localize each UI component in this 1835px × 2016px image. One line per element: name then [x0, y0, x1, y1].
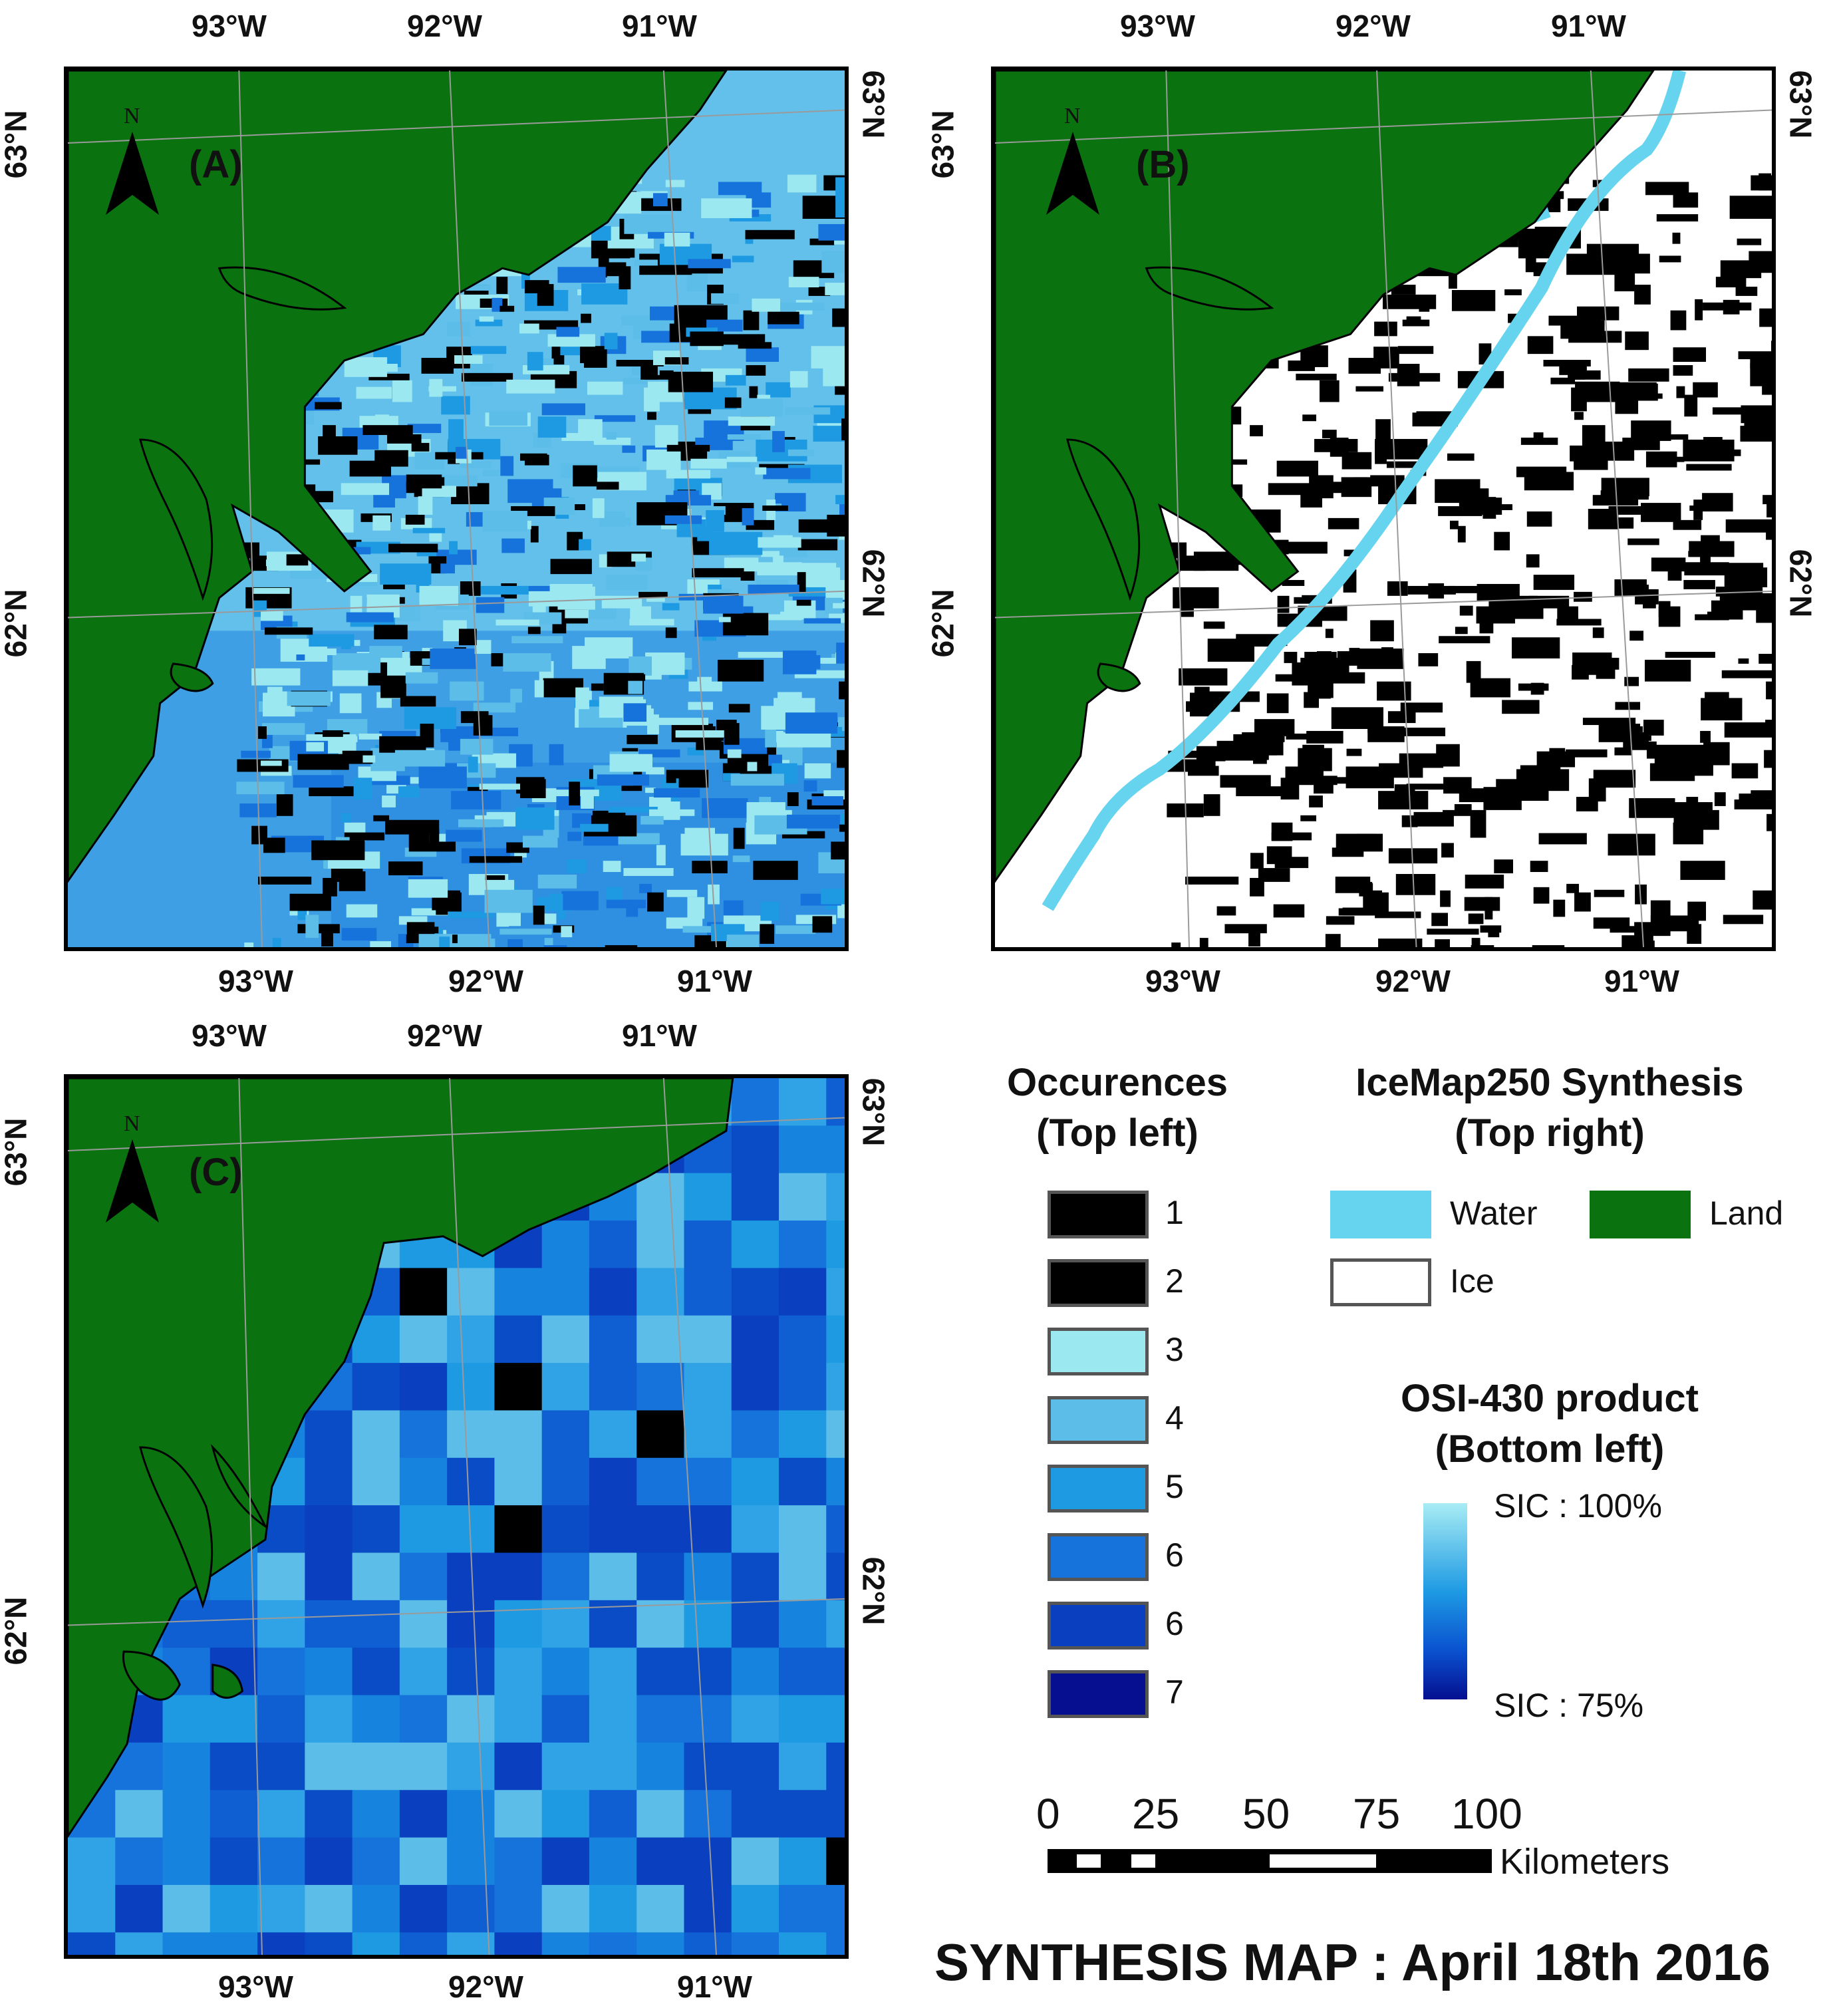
top-tick-91w: 91°W — [1551, 9, 1626, 43]
bottom-tick-93w: 93°W — [1145, 964, 1220, 998]
occurence-swatch — [1048, 1191, 1149, 1238]
legend-osi-title: OSI-430 product (Bottom left) — [1401, 1377, 1699, 1471]
top-tick-92w: 92°W — [407, 1018, 482, 1053]
right-tick-63n: 63°N — [856, 70, 891, 139]
sic-max-label: SIC : 100% — [1494, 1487, 1662, 1524]
right-tick-63n: 63°N — [856, 1078, 891, 1147]
right-tick-63n: 63°N — [1783, 70, 1818, 139]
map-a: (A) N — [64, 67, 849, 951]
scale-tick-0: 0 — [1036, 1790, 1060, 1838]
bottom-tick-91w: 91°W — [1604, 964, 1679, 998]
occurence-swatch — [1048, 1533, 1149, 1581]
occurence-label: 2 — [1165, 1262, 1184, 1300]
occurence-label: 4 — [1165, 1399, 1184, 1437]
occurence-swatch — [1048, 1602, 1149, 1650]
occurence-swatch — [1048, 1328, 1149, 1375]
map-b: (B) N — [991, 67, 1776, 951]
legend-icemap-title: IceMap250 Synthesis (Top right) — [1355, 1061, 1744, 1155]
bottom-tick-91w: 91°W — [677, 1969, 752, 2004]
water-swatch — [1330, 1191, 1431, 1238]
map-c-canvas — [68, 1078, 845, 1955]
top-tick-93w: 93°W — [192, 9, 267, 43]
scale-bar-graphic — [1048, 1849, 1492, 1873]
left-tick-63n: 63°N — [0, 110, 33, 179]
legend-occ-title: Occurences (Top left) — [1006, 1061, 1228, 1155]
water-label: Water — [1450, 1195, 1538, 1232]
left-tick-63n: 63°N — [0, 1117, 33, 1187]
occurence-swatch — [1048, 1259, 1149, 1307]
left-tick-62n: 62°N — [925, 589, 960, 658]
north-arrow-icon: N — [102, 1111, 162, 1224]
top-tick-91w: 91°W — [622, 9, 697, 43]
occurence-swatch — [1048, 1670, 1149, 1718]
occurence-label: 7 — [1165, 1673, 1184, 1711]
north-arrow-icon: N — [102, 104, 162, 217]
bottom-tick-91w: 91°W — [677, 964, 752, 998]
top-tick-92w: 92°W — [407, 9, 482, 43]
north-arrow-icon: N — [1043, 104, 1103, 217]
ice-label: Ice — [1450, 1262, 1494, 1300]
bottom-tick-93w: 93°W — [218, 1969, 293, 2004]
map-a-canvas — [68, 71, 845, 947]
ice-swatch — [1330, 1258, 1431, 1306]
occurence-swatch — [1048, 1465, 1149, 1512]
right-tick-62n: 62°N — [856, 1556, 891, 1626]
land-swatch — [1590, 1191, 1691, 1238]
sic-min-label: SIC : 75% — [1494, 1687, 1644, 1724]
left-tick-62n: 62°N — [0, 589, 33, 658]
occurence-label: 6 — [1165, 1605, 1184, 1642]
scale-unit-label: Kilometers — [1500, 1842, 1670, 1882]
bottom-tick-92w: 92°W — [1375, 964, 1451, 998]
scale-tick-25: 25 — [1132, 1790, 1180, 1838]
top-tick-92w: 92°W — [1336, 9, 1411, 43]
panel-c-label: (C) — [189, 1151, 243, 1194]
occurence-label: 6 — [1165, 1536, 1184, 1574]
left-tick-62n: 62°N — [0, 1596, 33, 1665]
top-tick-93w: 93°W — [1120, 9, 1195, 43]
land-label: Land — [1709, 1195, 1784, 1232]
bottom-tick-93w: 93°W — [218, 964, 293, 998]
left-tick-63n: 63°N — [925, 110, 960, 179]
panel-a-label: (A) — [189, 143, 243, 186]
sic-gradient-bar — [1423, 1503, 1467, 1699]
top-tick-91w: 91°W — [622, 1018, 697, 1053]
bottom-tick-92w: 92°W — [448, 1969, 523, 2004]
map-b-canvas — [995, 71, 1772, 947]
occurence-label: 1 — [1165, 1194, 1184, 1231]
occurence-label: 3 — [1165, 1331, 1184, 1368]
right-tick-62n: 62°N — [1783, 549, 1818, 618]
top-tick-93w: 93°W — [192, 1018, 267, 1053]
scale-tick-50: 50 — [1242, 1790, 1290, 1838]
right-tick-62n: 62°N — [856, 549, 891, 618]
panel-b-label: (B) — [1136, 143, 1190, 186]
main-title: SYNTHESIS MAP : April 18th 2016 — [934, 1933, 1771, 1991]
occurence-label: 5 — [1165, 1468, 1184, 1505]
occurence-swatch — [1048, 1396, 1149, 1444]
scale-tick-100: 100 — [1451, 1790, 1522, 1838]
bottom-tick-92w: 92°W — [448, 964, 523, 998]
scale-tick-75: 75 — [1353, 1790, 1401, 1838]
map-c: (C) N — [64, 1074, 849, 1959]
